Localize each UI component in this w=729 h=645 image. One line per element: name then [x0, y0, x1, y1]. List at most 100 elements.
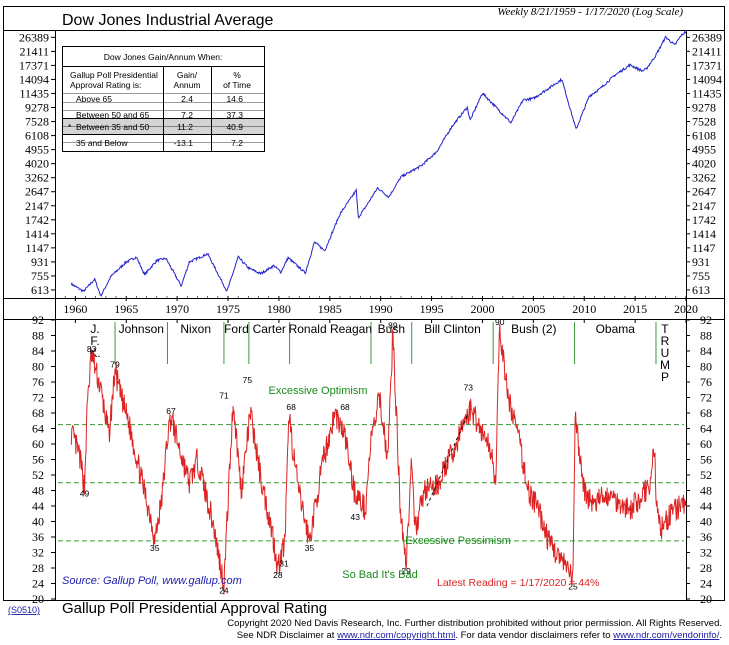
top-y-tick-label-left: 6108 [25, 129, 49, 143]
top-y-tick-label-left: 14094 [19, 72, 49, 86]
excessive-pessimism-label: Excessive Pessimism [405, 535, 511, 547]
vendor-info-link[interactable]: www.ndr.com/vendorinfo/ [612, 630, 719, 641]
approval-data-label: 49 [80, 489, 90, 499]
bottom-y-tick-label-left: 92 [32, 313, 44, 327]
president-label: Bush (2) [511, 322, 556, 336]
top-y-tick-label-left: 4020 [25, 157, 49, 171]
top-y-tick-label-right: 11435 [692, 86, 722, 100]
inset-table-header-pct-1: % [233, 70, 241, 80]
approval-data-label: 35 [150, 543, 160, 553]
bottom-y-tick-label-right: 48 [700, 484, 712, 498]
bottom-y-tick-label-left: 76 [32, 375, 44, 389]
inset-row-3-marker: * [68, 122, 72, 132]
president-dividers [114, 322, 657, 364]
x-tick-label: 1995 [420, 302, 444, 316]
bottom-y-tick-label-left: 28 [32, 561, 44, 575]
bottom-y-tick-label-right: 60 [700, 437, 712, 451]
bottom-y-tick-label-right: 88 [700, 329, 712, 343]
top-y-tick-label-right: 1742 [692, 213, 716, 227]
top-chart-title: Dow Jones Industrial Average [62, 12, 273, 29]
excessive-optimism-label: Excessive Optimism [268, 385, 367, 397]
bottom-y-tick-label-right: 56 [700, 453, 712, 467]
x-tick-label: 2015 [623, 302, 647, 316]
president-label: Ronald Reagan [289, 322, 372, 336]
inset-row-4-gain: -13.1 [174, 138, 194, 148]
bottom-y-tick-label-right: 76 [700, 375, 712, 389]
x-tick-label: 2000 [470, 302, 494, 316]
president-label: Johnson [119, 322, 164, 336]
president-label: Carter [253, 322, 286, 336]
inset-table-header-gain-2: Annum [174, 80, 201, 90]
bottom-y-tick-label-right: 84 [700, 344, 712, 358]
president-label: Nixon [180, 322, 211, 336]
bottom-y-tick-label-right: 24 [700, 577, 712, 591]
top-y-tick-label-left: 7528 [25, 115, 49, 129]
copyright-text: Copyright 2020 Ned Davis Research, Inc. … [227, 618, 722, 629]
inset-row-3-label: Between 35 and 50 [76, 122, 150, 132]
inset-table-title: Dow Jones Gain/Annum When: [104, 52, 223, 62]
trend-dashed-line [426, 413, 469, 507]
approval-data-label: 31 [279, 558, 289, 568]
x-tick-label: 1990 [369, 302, 393, 316]
top-y-tick-label-right: 755 [692, 269, 710, 283]
top-y-tick-label-left: 17371 [19, 58, 49, 72]
x-tick-label: 1960 [63, 302, 87, 316]
approval-data-label: 71 [219, 390, 229, 400]
bottom-y-tick-label-left: 52 [32, 468, 44, 482]
top-y-tick-label-right: 2147 [692, 199, 716, 213]
bottom-y-tick-label-left: 72 [32, 391, 44, 405]
bottom-y-tick-label-right: 32 [700, 546, 712, 560]
bottom-y-tick-label-right: 40 [700, 515, 712, 529]
so-bad-label: So Bad It's Bad [342, 569, 417, 581]
top-y-tick-label-left: 21411 [19, 44, 49, 58]
bottom-y-tick-label-left: 64 [32, 422, 44, 436]
top-y-tick-label-right: 6108 [692, 129, 716, 143]
top-y-tick-label-right: 613 [692, 283, 710, 297]
latest-reading-label: Latest Reading = 1/17/2020 = 44% [437, 577, 599, 589]
approval-data-label: 79 [110, 359, 120, 369]
chart-code-link[interactable]: (S0510) [8, 605, 40, 615]
bottom-y-tick-label-left: 36 [32, 530, 44, 544]
top-y-tick-label-left: 4955 [25, 143, 49, 157]
approval-data-label: 25 [568, 582, 578, 592]
top-y-tick-label-left: 2647 [25, 185, 49, 199]
bottom-y-tick-label-right: 72 [700, 391, 712, 405]
approval-data-label: 35 [305, 543, 315, 553]
inset-row-1-pct: 14.6 [226, 94, 243, 104]
x-axis: 1960 1965 1970 1975 1980 1985 1990 1995 2000 2005… [63, 296, 698, 323]
top-y-tick-label-right: 4955 [692, 143, 716, 157]
approval-rating-series-line [70, 323, 687, 595]
approval-data-label: 67 [166, 406, 176, 416]
approval-data-label: 28 [273, 570, 283, 580]
x-tick-label: 1965 [114, 302, 138, 316]
dow-jones-series-line [70, 30, 687, 298]
top-y-tick-label-left: 9278 [25, 101, 49, 115]
inset-row-3-gain: 11.2 [177, 122, 193, 132]
top-y-tick-label-right: 1147 [692, 241, 716, 255]
bottom-y-tick-label-left: 24 [32, 577, 44, 591]
top-y-tick-label-left: 1742 [25, 213, 49, 227]
bottom-y-tick-label-right: 68 [700, 406, 712, 420]
president-label-stacked: J. F. K. [89, 322, 100, 360]
bottom-y-tick-label-right: 36 [700, 530, 712, 544]
bottom-y-tick-label-left: 20 [32, 592, 44, 606]
top-y-tick-label-right: 7528 [692, 115, 716, 129]
bottom-y-tick-label-right: 80 [700, 360, 712, 374]
top-y-axis-right: 6137559311147141417422147264732624020495… [686, 30, 722, 297]
bottom-y-tick-label-right: 28 [700, 561, 712, 575]
top-y-tick-label-right: 4020 [692, 157, 716, 171]
approval-data-labels: 49 83 79 35 67 24 71 75 28 31 68 35 68 43 89 29 73 90 25 [80, 317, 578, 596]
x-tick-label: 2020 [674, 302, 698, 316]
copyright-link[interactable]: www.ndr.com/copyright.html [336, 630, 455, 641]
bottom-y-tick-label-right: 92 [700, 313, 712, 327]
top-y-tick-label-right: 9278 [692, 101, 716, 115]
president-label: Bill Clinton [424, 322, 481, 336]
inset-row-1-label: Above 65 [76, 94, 112, 104]
inset-row-4-label: 35 and Below [76, 138, 128, 148]
approval-data-label: 83 [87, 344, 97, 354]
top-y-tick-label-right: 931 [692, 255, 710, 269]
approval-data-label: 75 [243, 375, 253, 385]
